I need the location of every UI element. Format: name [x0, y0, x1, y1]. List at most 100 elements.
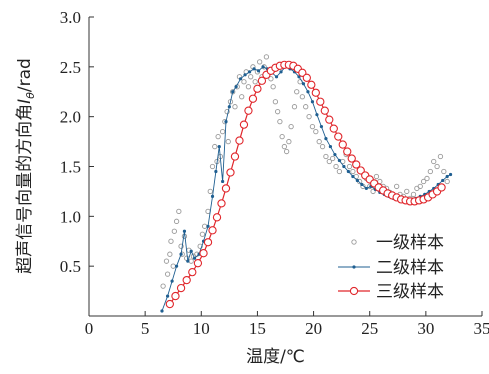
data-point	[243, 73, 247, 77]
x-tick-label: 5	[141, 319, 150, 338]
x-tick-label: 25	[361, 319, 378, 338]
data-point	[441, 168, 447, 175]
data-point	[272, 99, 279, 105]
data-point	[294, 89, 300, 95]
data-point	[350, 168, 356, 175]
data-point	[244, 106, 253, 115]
legend-label: 二级样本	[376, 258, 444, 278]
data-point	[188, 258, 194, 264]
data-point	[311, 88, 320, 97]
data-point	[355, 178, 359, 183]
x-tick-label: 0	[85, 319, 94, 338]
data-point	[315, 113, 319, 117]
data-point	[448, 172, 453, 177]
data-point	[176, 208, 182, 215]
data-point	[445, 174, 449, 179]
data-point	[325, 115, 334, 124]
data-point	[165, 299, 174, 309]
data-point	[182, 229, 187, 233]
data-point	[219, 128, 226, 135]
y-tick-label: 3.0	[60, 8, 81, 27]
data-point	[174, 264, 179, 268]
data-point	[206, 224, 210, 228]
data-point	[334, 132, 343, 141]
data-point	[417, 183, 423, 190]
data-point	[248, 74, 254, 80]
data-point	[171, 228, 177, 234]
data-point	[188, 267, 197, 277]
data-point	[333, 163, 339, 170]
legend-label: 一级样本	[376, 233, 444, 253]
legend-marker	[349, 286, 359, 296]
data-point	[330, 155, 336, 162]
y-tick-label: 1.5	[60, 158, 81, 177]
data-point	[306, 114, 312, 120]
data-point	[263, 54, 270, 60]
data-point	[274, 109, 281, 115]
legend-marker	[351, 239, 357, 245]
data-point	[241, 79, 247, 85]
data-point	[310, 100, 315, 104]
data-point	[424, 175, 430, 182]
data-point	[346, 169, 350, 174]
data-point	[261, 65, 265, 69]
data-point	[431, 158, 437, 165]
data-point	[257, 59, 263, 65]
data-point	[347, 154, 356, 163]
data-point	[326, 158, 332, 165]
data-point	[323, 153, 329, 160]
data-point	[217, 199, 226, 208]
data-point	[238, 77, 243, 81]
data-point	[221, 179, 225, 184]
data-point	[437, 153, 444, 160]
x-tick-label: 10	[193, 319, 210, 338]
y-tick-label: 0.5	[60, 257, 81, 276]
data-point	[274, 75, 279, 79]
data-point	[319, 143, 326, 150]
data-point	[373, 173, 380, 180]
data-point	[166, 294, 170, 298]
data-point	[434, 163, 440, 170]
y-axis-label: 超声信号向量的方向角Iθ/rad	[15, 58, 37, 274]
data-point	[164, 271, 171, 277]
data-point	[210, 194, 215, 198]
data-point	[351, 174, 355, 179]
data-point	[441, 178, 445, 183]
data-point	[404, 188, 410, 195]
data-point	[247, 70, 252, 74]
data-point	[270, 84, 276, 90]
data-point	[286, 138, 292, 145]
data-point	[248, 94, 258, 103]
data-point	[168, 238, 174, 244]
x-tick-label: 30	[417, 319, 434, 338]
data-point	[279, 70, 283, 74]
data-point	[342, 164, 346, 169]
data-point	[163, 258, 170, 264]
data-point	[171, 291, 180, 301]
data-point	[245, 84, 252, 90]
data-point	[444, 178, 450, 185]
data-point	[437, 183, 446, 192]
data-point	[333, 152, 337, 157]
data-point	[253, 84, 262, 93]
data-point	[306, 90, 310, 94]
data-point	[207, 188, 213, 195]
x-tick-label: 35	[474, 319, 489, 338]
data-point	[189, 249, 193, 253]
data-point	[329, 124, 338, 133]
data-point	[208, 226, 217, 235]
series-三级样本	[165, 60, 446, 309]
x-tick-label: 15	[249, 319, 266, 338]
data-point	[257, 76, 267, 85]
data-point	[336, 168, 343, 175]
data-point	[316, 138, 322, 145]
data-point	[370, 188, 376, 195]
data-point	[410, 191, 417, 198]
data-point	[337, 158, 341, 163]
data-point	[356, 166, 365, 175]
data-point	[364, 186, 368, 191]
x-tick-label: 20	[305, 319, 322, 338]
y-tick-label: 1.0	[60, 207, 81, 226]
data-point	[288, 123, 294, 130]
